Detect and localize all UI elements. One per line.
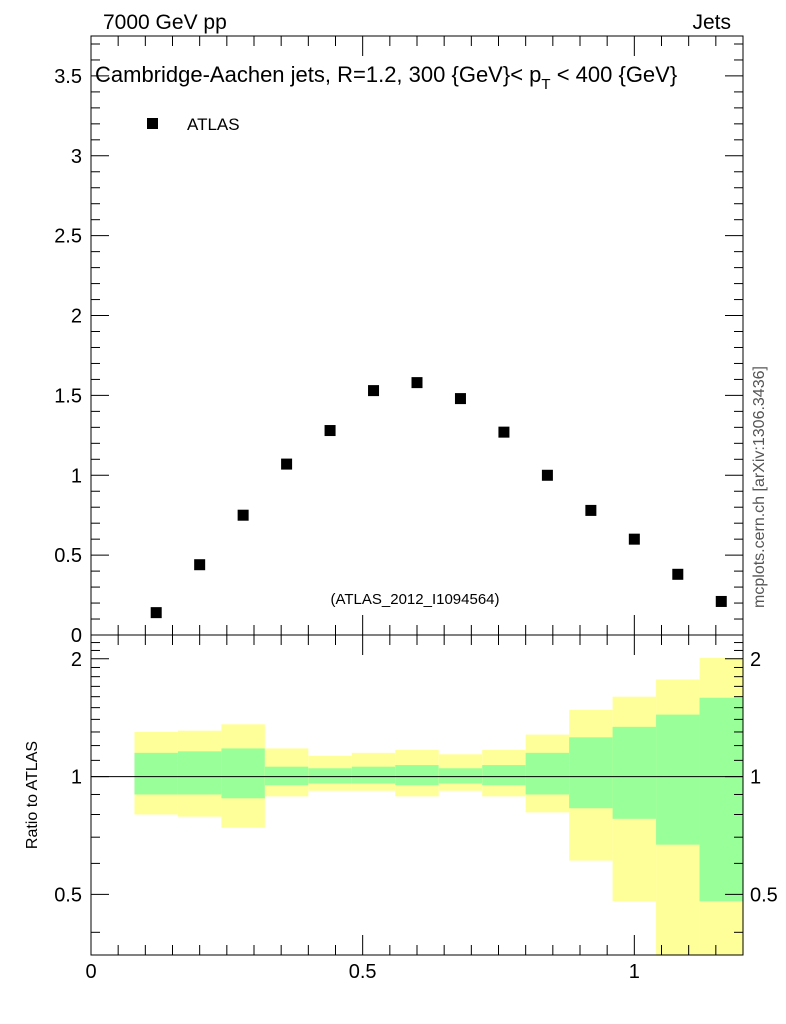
legend-label: ATLAS bbox=[187, 115, 240, 134]
data-point bbox=[324, 425, 336, 437]
energy-label: 7000 GeV pp bbox=[103, 11, 227, 34]
ratio-band-inner bbox=[134, 752, 178, 795]
data-point bbox=[672, 568, 684, 580]
x-tick-label: 0.5 bbox=[349, 961, 377, 983]
main-y-tick-label: 3 bbox=[71, 146, 82, 168]
ratio-band-inner bbox=[308, 768, 352, 784]
data-point bbox=[368, 385, 380, 397]
main-y-tick-label: 2.5 bbox=[54, 226, 82, 248]
main-y-tick-label: 0.5 bbox=[54, 545, 82, 567]
ratio-band-inner bbox=[264, 766, 309, 786]
ratio-y-tick-label: 2 bbox=[71, 649, 82, 671]
data-point bbox=[194, 559, 206, 571]
ratio-y-tick-label: 1 bbox=[71, 767, 82, 789]
ratio-plot-panel: 0.5 0.5 1 1 2 2 0 0.5 1 Ratio to ATLAS bbox=[24, 634, 778, 983]
main-plot-panel: 0 0.5 1 1.5 2 2.5 3 3.5 Cambridge-Aachen jets, … bbox=[54, 35, 744, 647]
main-y-tick-label: 3.5 bbox=[54, 66, 82, 88]
category-label: Jets bbox=[692, 11, 731, 34]
data-point bbox=[498, 426, 510, 438]
ratio-band-inner bbox=[482, 765, 526, 786]
source-label: mcplots.cern.ch [arXiv:1306.3436] bbox=[751, 366, 768, 608]
ratio-band-inner bbox=[177, 751, 222, 795]
ratio-band-inner bbox=[351, 766, 396, 784]
data-point bbox=[585, 504, 597, 516]
ratio-band-inner bbox=[656, 714, 700, 845]
data-point bbox=[281, 458, 293, 470]
main-y-tick-label: 0 bbox=[71, 625, 82, 647]
legend-marker bbox=[147, 118, 158, 129]
data-point bbox=[237, 509, 249, 521]
main-y-tick-label: 1.5 bbox=[54, 385, 82, 407]
data-point bbox=[150, 607, 162, 619]
ratio-band-inner bbox=[221, 748, 265, 799]
ratio-y-tick-label-right: 1 bbox=[750, 767, 761, 789]
chart-title: Cambridge-Aachen jets, R=1.2, 300 {GeV}<… bbox=[95, 62, 677, 93]
ratio-band-inner bbox=[569, 737, 613, 809]
data-point bbox=[628, 533, 640, 545]
main-y-tick-label: 1 bbox=[71, 465, 82, 487]
ratio-band-inner bbox=[525, 752, 570, 795]
ratio-plot-frame bbox=[90, 634, 744, 956]
ratio-y-tick-label: 0.5 bbox=[54, 884, 82, 906]
data-point bbox=[715, 595, 727, 607]
ratio-band-inner bbox=[438, 768, 483, 784]
main-y-tick-label: 2 bbox=[71, 306, 82, 328]
data-point bbox=[411, 377, 423, 389]
x-tick-label: 0 bbox=[85, 961, 96, 983]
data-point bbox=[541, 469, 553, 481]
data-point bbox=[454, 393, 466, 405]
ratio-band-inner bbox=[395, 765, 439, 786]
analysis-watermark: (ATLAS_2012_I1094564) bbox=[330, 591, 499, 608]
ratio-y-tick-label-right: 0.5 bbox=[750, 884, 778, 906]
x-tick-label: 1 bbox=[629, 961, 640, 983]
ratio-y-tick-label-right: 2 bbox=[750, 649, 761, 671]
ratio-band-inner bbox=[612, 726, 657, 819]
ratio-band-inner bbox=[699, 697, 743, 902]
ratio-y-axis-label: Ratio to ATLAS bbox=[24, 741, 41, 849]
